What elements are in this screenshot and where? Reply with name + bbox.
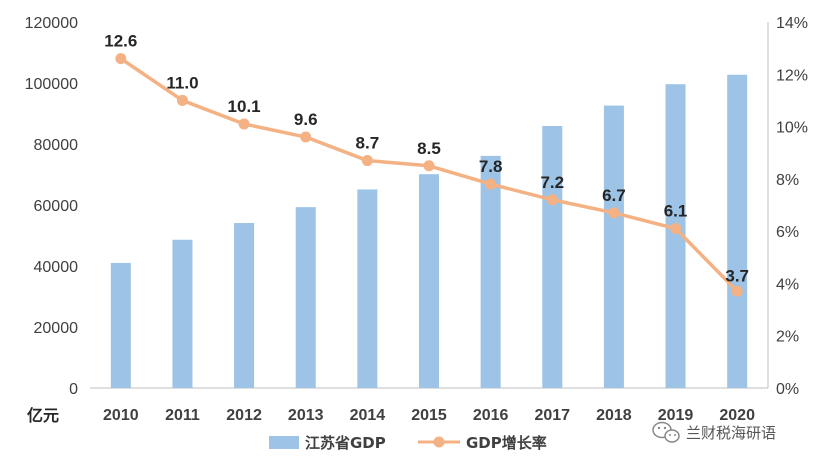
x-tick-label: 2019 xyxy=(658,407,694,424)
growth-point xyxy=(176,94,188,106)
x-tick-label: 2017 xyxy=(534,407,570,424)
x-tick-label: 2020 xyxy=(719,407,755,424)
legend-label-growth: GDP增长率 xyxy=(466,434,547,452)
growth-point xyxy=(546,194,558,206)
right-tick-label: 10% xyxy=(776,120,808,137)
left-tick-label: 80000 xyxy=(34,137,79,154)
growth-point xyxy=(485,178,497,190)
growth-data-label: 11.0 xyxy=(166,73,198,92)
chart-legend: 江苏省GDP GDP增长率 xyxy=(269,434,547,452)
right-tick-label: 8% xyxy=(776,172,799,189)
gdp-bar xyxy=(727,74,748,388)
right-tick-label: 14% xyxy=(776,15,808,32)
growth-point xyxy=(238,118,250,130)
left-axis-ticks: 0 20000 40000 60000 80000 100000 120000 xyxy=(25,15,78,398)
growth-point xyxy=(300,131,312,143)
growth-point xyxy=(608,207,620,219)
growth-point xyxy=(731,285,743,297)
growth-data-label: 7.8 xyxy=(479,157,503,176)
right-tick-label: 6% xyxy=(776,224,799,241)
x-tick-label: 2013 xyxy=(288,407,324,424)
gdp-bars xyxy=(110,74,748,388)
left-tick-label: 100000 xyxy=(25,76,78,93)
right-tick-label: 12% xyxy=(776,67,808,84)
growth-data-labels: 12.6 11.0 10.1 9.6 8.7 8.5 7.8 7.2 6.7 6.1 3.7 xyxy=(104,32,749,286)
right-tick-label: 0% xyxy=(776,381,799,398)
gdp-bar xyxy=(603,105,624,388)
x-tick-label: 2014 xyxy=(350,407,386,424)
gdp-bar xyxy=(480,155,501,388)
x-tick-label: 2016 xyxy=(473,407,509,424)
legend-marker-growth xyxy=(433,436,445,448)
gdp-bar xyxy=(665,84,686,388)
growth-data-label: 3.7 xyxy=(725,266,749,285)
growth-data-label: 9.6 xyxy=(294,110,318,129)
gdp-bar xyxy=(357,189,378,388)
growth-data-label: 7.2 xyxy=(540,173,564,192)
growth-point xyxy=(423,160,435,172)
gdp-bar xyxy=(234,222,255,388)
left-tick-label: 0 xyxy=(69,381,78,398)
x-tick-label: 2018 xyxy=(596,407,632,424)
growth-data-label: 6.7 xyxy=(602,186,626,205)
wechat-icon xyxy=(652,421,680,443)
legend-swatch-gdp xyxy=(269,436,299,449)
watermark: 兰财税海研语 xyxy=(652,421,776,443)
left-axis-unit-label: 亿元 xyxy=(27,406,59,425)
x-tick-label: 2012 xyxy=(226,407,262,424)
legend-label-gdp: 江苏省GDP xyxy=(305,434,386,452)
growth-data-label: 8.5 xyxy=(417,139,441,158)
x-axis-ticks: 2010 2011 2012 2013 2014 2015 2016 2017 2018 2019… xyxy=(103,407,755,424)
gdp-bar xyxy=(542,126,563,388)
growth-points xyxy=(115,53,743,297)
x-tick-label: 2011 xyxy=(165,407,200,424)
gdp-bar xyxy=(295,207,316,388)
growth-data-label: 6.1 xyxy=(664,202,688,221)
watermark-text: 兰财税海研语 xyxy=(686,424,776,442)
growth-data-label: 12.6 xyxy=(104,32,137,51)
gdp-bar xyxy=(172,239,193,388)
growth-data-label: 8.7 xyxy=(356,134,380,153)
right-tick-label: 4% xyxy=(776,276,799,293)
gdp-bar xyxy=(110,262,131,388)
left-tick-label: 60000 xyxy=(34,198,79,215)
x-tick-label: 2010 xyxy=(103,407,139,424)
right-tick-label: 2% xyxy=(776,329,799,346)
growth-point xyxy=(361,155,373,167)
x-tick-label: 2015 xyxy=(411,407,447,424)
left-tick-label: 40000 xyxy=(34,259,79,276)
left-tick-label: 20000 xyxy=(34,320,79,337)
left-tick-label: 120000 xyxy=(25,15,78,32)
growth-data-label: 10.1 xyxy=(228,97,261,116)
gdp-bar xyxy=(419,174,439,388)
growth-point xyxy=(670,223,682,235)
growth-point xyxy=(115,53,127,65)
right-axis-ticks: 0% 2% 4% 6% 8% 10% 12% 14% xyxy=(776,15,808,398)
